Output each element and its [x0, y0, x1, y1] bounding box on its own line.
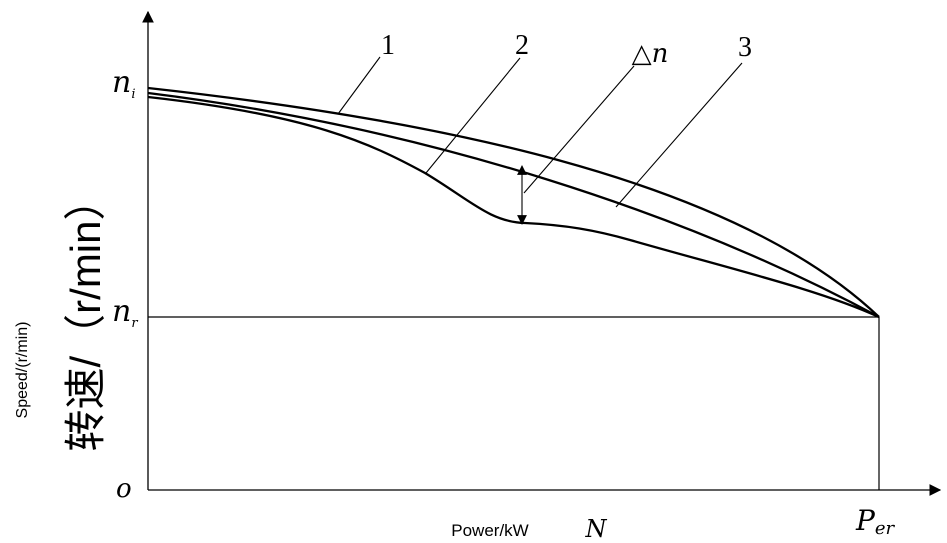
- series-label-3: 3: [738, 32, 752, 63]
- y-tick-main-nr: n: [112, 294, 131, 329]
- x-tick-label-per: Per: [855, 504, 895, 539]
- x-axis-symbol: N: [585, 515, 608, 543]
- leader-line-delta: [523, 65, 635, 194]
- series-label-1: 1: [381, 30, 395, 61]
- origin-label: o: [116, 474, 132, 504]
- leader-line-1: [337, 56, 381, 115]
- leader-line-2: [425, 57, 521, 174]
- curve-series-1: [147, 86, 880, 318]
- delta-n-label: △n: [632, 39, 669, 69]
- y-axis-label: Speed/(r/min): [14, 322, 31, 419]
- x-axis-label: Power/kW: [451, 521, 528, 540]
- leader-line-3: [615, 62, 743, 208]
- y-tick-label-ni: ni: [112, 65, 136, 102]
- curve-series-3: [147, 95, 880, 319]
- y-tick-main-ni: n: [112, 65, 131, 100]
- y-tick-label-nr: nr: [112, 294, 138, 331]
- x-tick-main-per: P: [855, 504, 876, 537]
- curve-series-2: [147, 91, 880, 319]
- y-tick-sub-nr: r: [131, 316, 138, 331]
- y-tick-sub-ni: i: [131, 87, 135, 102]
- x-tick-sub-per: er: [875, 518, 896, 539]
- y-axis-label-cn: 转速/（r/min）: [62, 178, 109, 451]
- series-label-2: 2: [515, 30, 529, 61]
